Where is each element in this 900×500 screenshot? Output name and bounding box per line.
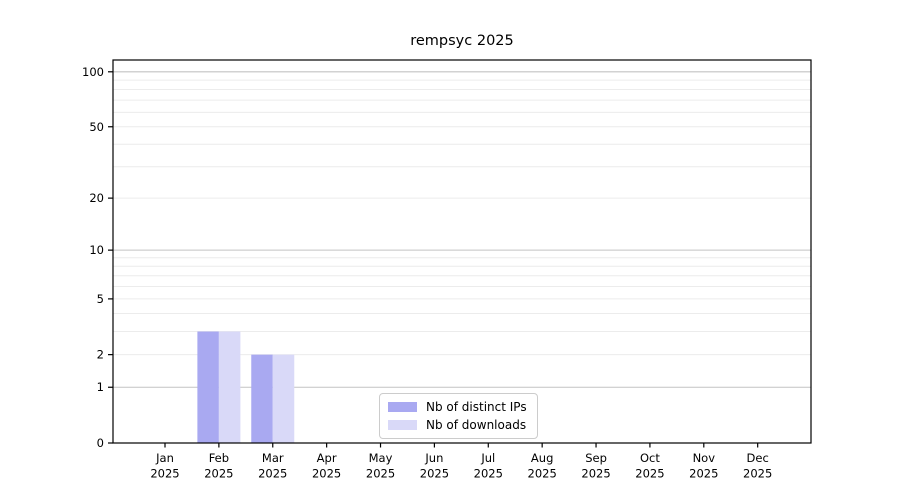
- bar-downloads-Mar: [272, 354, 295, 443]
- legend-swatch-downloads: [388, 420, 417, 430]
- bar-distinct-ips-Feb: [197, 331, 219, 443]
- y-tick-label-100: 100: [82, 65, 104, 79]
- y-tick-label-1: 1: [97, 380, 104, 394]
- chart-title: rempsyc 2025: [410, 33, 514, 49]
- y-tick-label-5: 5: [97, 292, 104, 306]
- x-tick-label-Jan: Jan 2025: [150, 451, 179, 481]
- x-tick-label-May: May 2025: [366, 451, 395, 481]
- legend-label-downloads: Nb of downloads: [426, 418, 527, 432]
- y-tick-label-0: 0: [97, 436, 104, 450]
- x-tick-label-Sep: Sep 2025: [581, 451, 610, 481]
- x-tick-label-Dec: Dec 2025: [743, 451, 772, 481]
- x-tick-label-Feb: Feb 2025: [204, 451, 233, 481]
- x-tick-label-Jun: Jun 2025: [420, 451, 449, 481]
- y-tick-label-10: 10: [89, 243, 104, 257]
- x-tick-label-Mar: Mar 2025: [258, 451, 287, 481]
- legend-box: Nb of distinct IPs Nb of downloads: [379, 393, 538, 439]
- legend-item-distinct-ips: Nb of distinct IPs: [388, 400, 527, 414]
- legend-item-downloads: Nb of downloads: [388, 418, 527, 432]
- legend-swatch-distinct-ips: [388, 402, 417, 412]
- legend-label-distinct-ips: Nb of distinct IPs: [426, 400, 527, 414]
- x-tick-label-Apr: Apr 2025: [312, 451, 341, 481]
- y-tick-label-2: 2: [97, 348, 104, 362]
- x-tick-label-Nov: Nov 2025: [689, 451, 718, 481]
- plot-border: [112, 59, 812, 444]
- x-tick-label-Jul: Jul 2025: [474, 451, 503, 481]
- x-tick-label-Oct: Oct 2025: [635, 451, 664, 481]
- bar-distinct-ips-Mar: [251, 354, 273, 443]
- y-tick-label-50: 50: [89, 120, 104, 134]
- bar-downloads-Feb: [218, 331, 241, 443]
- x-tick-label-Aug: Aug 2025: [528, 451, 557, 481]
- y-tick-label-20: 20: [89, 191, 104, 205]
